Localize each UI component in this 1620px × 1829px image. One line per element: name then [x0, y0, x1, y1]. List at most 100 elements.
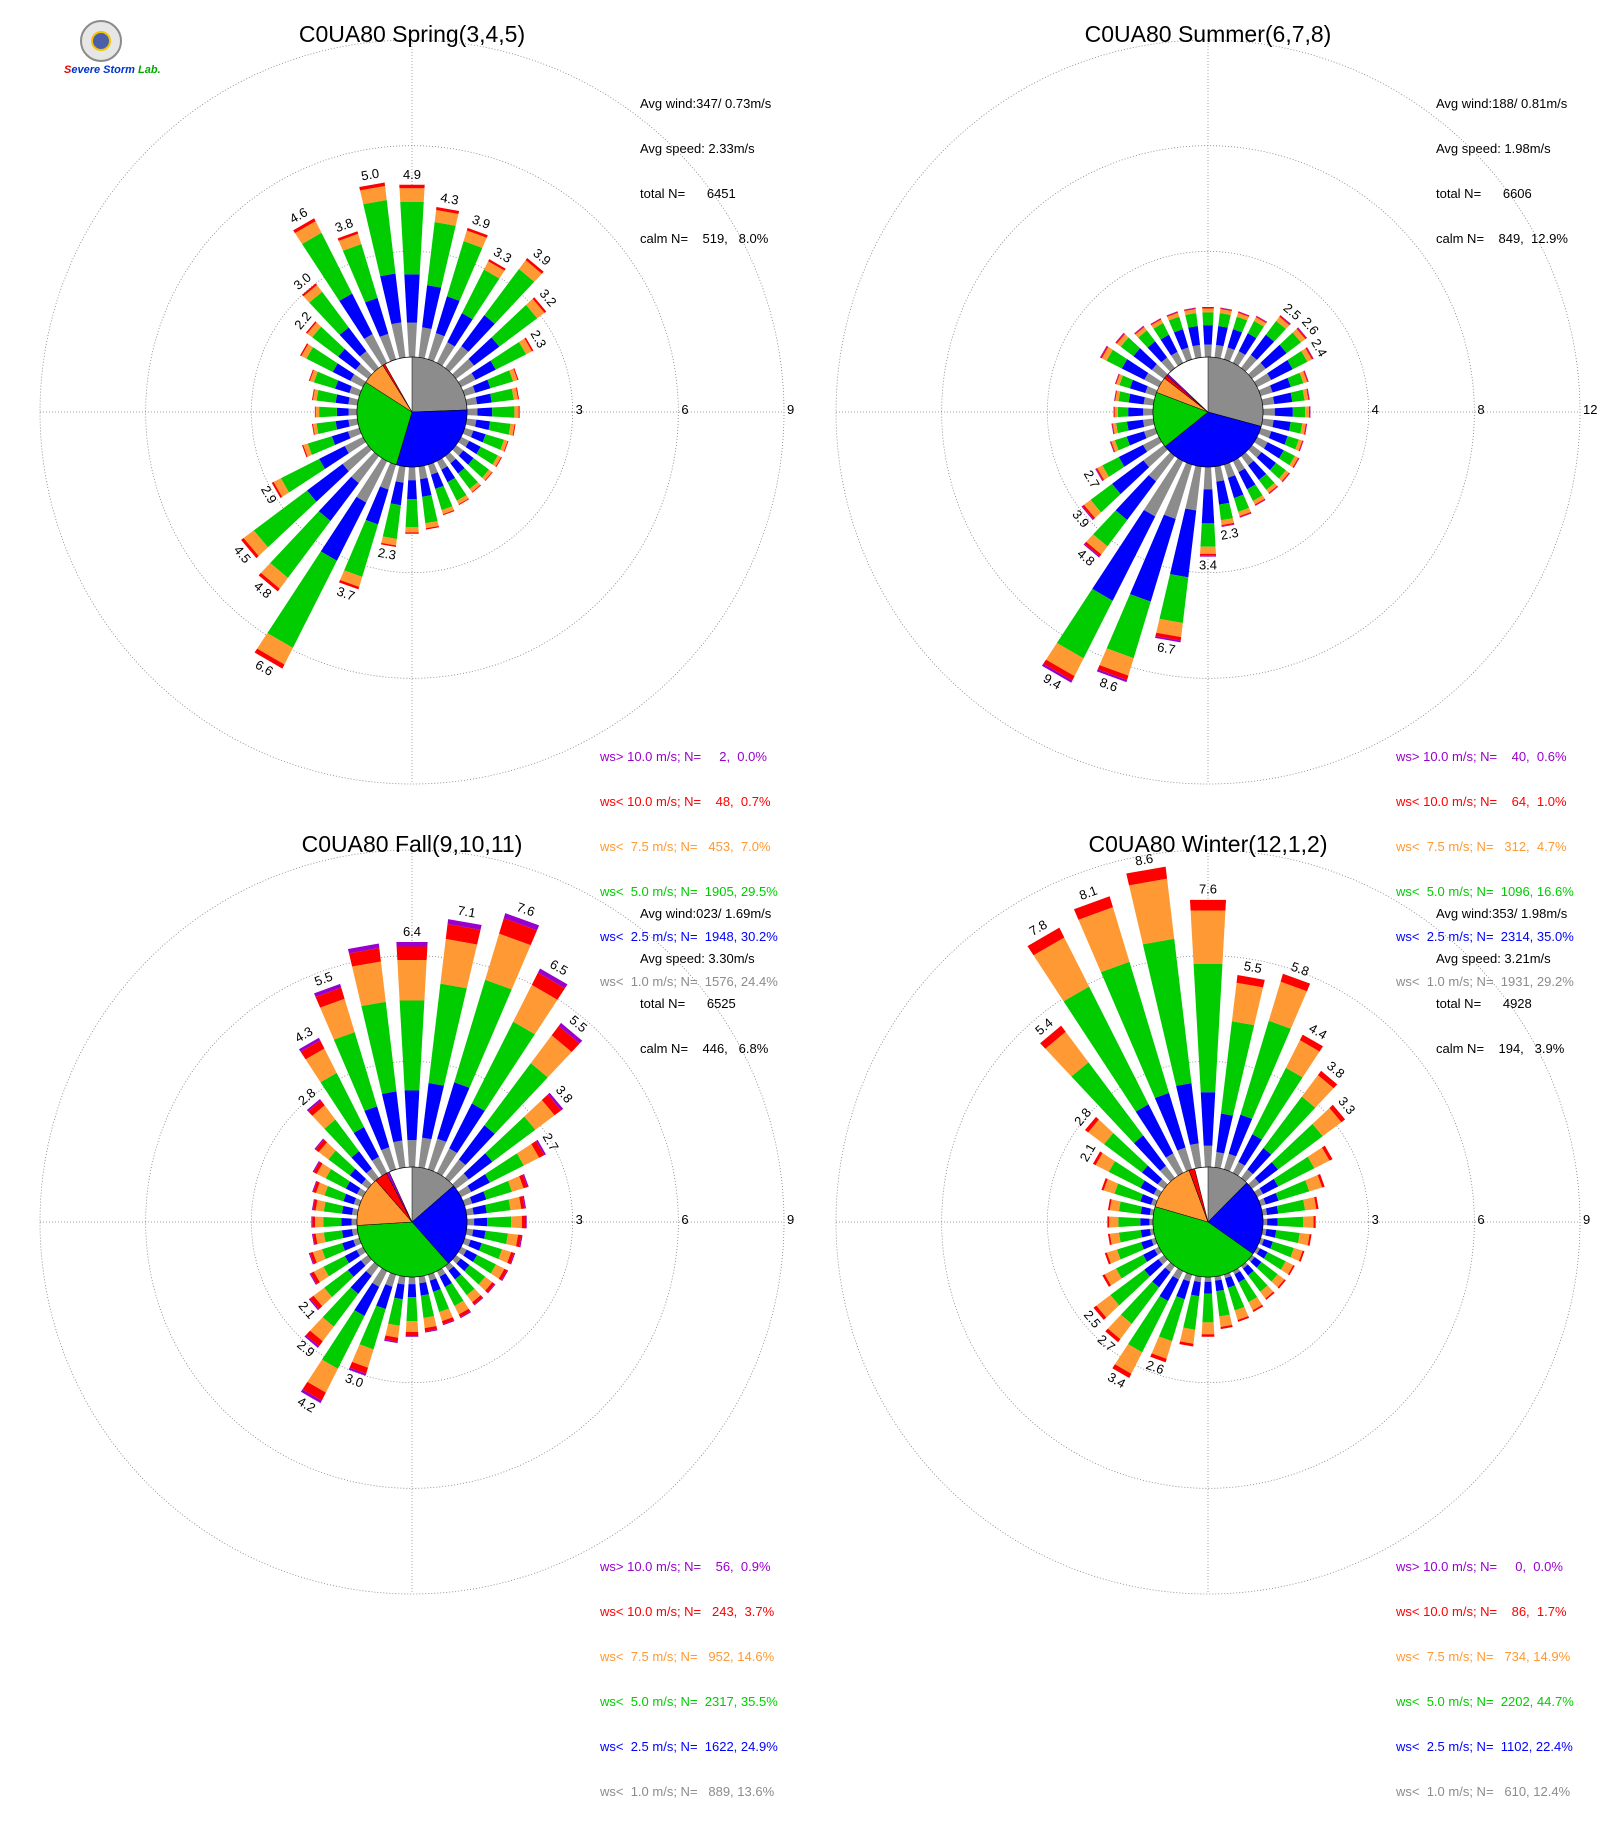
sector-bar-segment — [473, 1205, 487, 1215]
sector-bar-segment — [324, 1186, 346, 1201]
sector-bar-segment — [519, 406, 520, 418]
sector-bar-segment — [1202, 489, 1214, 523]
sector-bar-segment — [1191, 1281, 1201, 1296]
legend-entry: ws< 10.0 m/s; N= 48, 0.7% — [600, 794, 778, 809]
sector-bar-segment — [419, 1138, 432, 1169]
sector-bar-segment — [1204, 345, 1212, 358]
sector-bar-segment — [405, 527, 418, 532]
sector-bar-segment — [316, 390, 337, 403]
sector-bar-segment — [352, 1219, 357, 1226]
legend-entry: ws< 2.5 m/s; N= 1622, 24.9% — [600, 1739, 778, 1754]
sector-bar-segment — [1202, 1322, 1215, 1334]
legend-entry: ws> 10.0 m/s; N= 56, 0.9% — [600, 1559, 778, 1574]
sector-bar-segment — [380, 273, 401, 324]
sector-bar-segment — [423, 1316, 436, 1328]
sector-bar-segment — [477, 408, 492, 417]
sector-bar-segment — [399, 188, 424, 202]
sector-bar-segment — [322, 1243, 345, 1259]
sector-bar-segment — [1204, 467, 1213, 489]
sector-bar-segment — [1200, 523, 1215, 546]
sector-bar-segment — [385, 1324, 399, 1338]
sector-bar-segment — [474, 1218, 487, 1226]
sector-bar-segment — [509, 1197, 522, 1210]
sector-bar-segment — [467, 1219, 474, 1226]
sector-bar-segment — [408, 1284, 416, 1297]
stats-block: Avg wind:023/ 1.69m/s Avg speed: 3.30m/s… — [640, 876, 771, 1086]
sector-bar-segment — [479, 1243, 502, 1259]
legend-entry: ws< 10.0 m/s; N= 64, 1.0% — [1396, 794, 1574, 809]
sector-bar-segment — [1149, 1219, 1153, 1226]
ring-label: 9 — [1583, 1212, 1590, 1227]
sector-bar-segment — [1183, 1295, 1199, 1330]
sector-bar-segment — [405, 532, 419, 533]
sector-bar-segment — [406, 1336, 419, 1337]
sector-bar-segment — [1224, 463, 1235, 478]
sector-bar-segment — [431, 472, 444, 489]
chart-title: C0UA80 Fall(9,10,11) — [12, 830, 812, 858]
sector-bar-segment — [408, 467, 416, 480]
sector-bar-segment — [348, 428, 362, 438]
sector-total-label: 7.1 — [457, 903, 477, 921]
sector-bar-segment — [490, 389, 514, 403]
sector-bar-segment — [1267, 1218, 1278, 1226]
chart-title: C0UA80 Spring(3,4,5) — [12, 20, 812, 48]
sector-bar-segment — [1309, 406, 1310, 417]
sector-bar-segment — [1216, 1290, 1229, 1317]
sector-bar-segment — [1219, 1315, 1232, 1327]
sector-bar-segment — [1144, 397, 1155, 405]
sector-bar-segment — [337, 408, 349, 416]
sector-bar-segment — [1216, 480, 1229, 504]
sector-total-label: 2.3 — [377, 545, 397, 563]
sector-bar-segment — [466, 419, 477, 427]
stat-total-n: total N= 4928 — [1436, 996, 1567, 1011]
legend-entry: ws< 2.5 m/s; N= 1102, 22.4% — [1396, 1739, 1574, 1754]
sector-bar-segment — [419, 1282, 429, 1296]
sector-bar-segment — [470, 1191, 487, 1203]
sector-bar-segment — [407, 1140, 416, 1167]
sector-total-label: 3.9 — [470, 212, 492, 232]
sector-bar-segment — [406, 499, 419, 527]
sector-bar-segment — [1215, 1280, 1224, 1292]
chart-title: C0UA80 Winter(12,1,2) — [808, 830, 1608, 858]
sector-bar-segment — [1273, 393, 1292, 404]
sector-bar-segment — [324, 1202, 344, 1214]
sector-total-label: 5.8 — [1289, 959, 1311, 979]
sector-bar-segment — [435, 486, 452, 510]
sector-bar-segment — [484, 1231, 508, 1244]
sector-bar-segment — [312, 1216, 315, 1227]
sector-bar-segment — [1262, 397, 1275, 406]
sector-bar-segment — [324, 1230, 344, 1242]
sector-bar-segment — [420, 478, 431, 497]
sector-bar-segment — [407, 480, 417, 499]
sector-bar-segment — [1114, 407, 1115, 418]
sector-bar-segment — [473, 380, 491, 393]
sector-bar-segment — [485, 1199, 510, 1213]
sector-bar-segment — [475, 420, 490, 430]
sector-bar-segment — [1174, 329, 1189, 350]
sector-bar-segment — [1176, 1279, 1190, 1299]
sector-bar-segment — [1216, 1114, 1233, 1154]
sector-bar-segment — [1118, 391, 1130, 402]
sector-bar-segment — [315, 1217, 323, 1228]
sector-bar-segment — [1118, 407, 1128, 417]
sector-bar-segment — [323, 1217, 341, 1227]
sector-bar-segment — [466, 397, 478, 405]
sector-bar-segment — [1119, 1201, 1142, 1213]
sector-bar-segment — [1270, 1242, 1294, 1258]
sector-bar-segment — [349, 408, 357, 415]
sector-bar-segment — [440, 939, 477, 988]
sector-bar-segment — [1272, 420, 1290, 431]
sector-bar-segment — [419, 327, 432, 358]
sector-total-label: 2.3 — [1219, 525, 1239, 543]
sector-bar-segment — [409, 1277, 416, 1284]
sector-bar-segment — [467, 408, 478, 415]
sector-bar-segment — [1190, 1143, 1202, 1168]
sector-bar-segment — [1181, 347, 1192, 361]
stat-total-n: total N= 6606 — [1436, 186, 1568, 201]
sector-bar-segment — [489, 421, 511, 434]
sector-total-label: 7.6 — [1199, 882, 1217, 897]
sector-bar-segment — [433, 1289, 449, 1312]
sector-bar-segment — [397, 960, 426, 1001]
sector-bar-segment — [1107, 1216, 1109, 1227]
